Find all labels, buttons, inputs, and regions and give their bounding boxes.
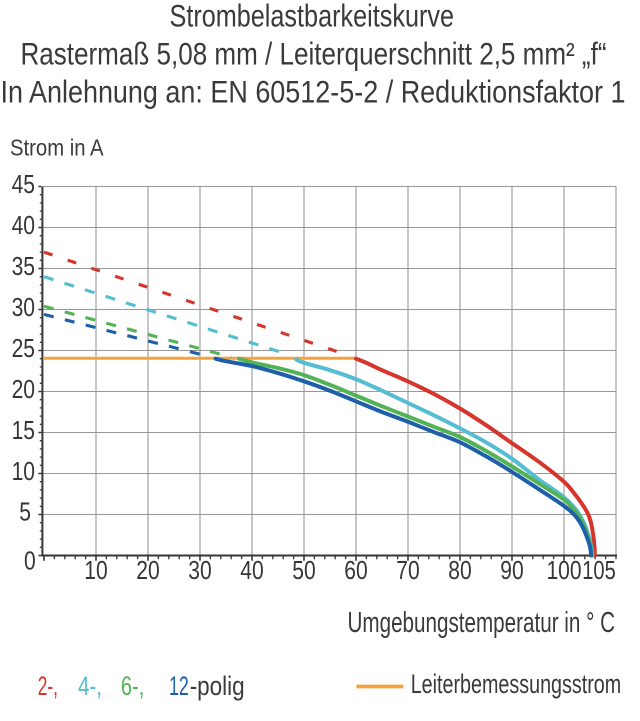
svg-text:90: 90 (500, 555, 523, 585)
svg-text:40: 40 (240, 555, 263, 585)
svg-text:10: 10 (12, 456, 35, 486)
svg-text:Strom in A: Strom in A (10, 135, 104, 161)
svg-text:30: 30 (188, 555, 211, 585)
svg-text:10: 10 (84, 555, 107, 585)
svg-text:25: 25 (12, 333, 35, 363)
svg-text:0: 0 (24, 546, 36, 576)
svg-text:40: 40 (12, 210, 35, 240)
svg-text:50: 50 (292, 555, 315, 585)
svg-text:In Anlehnung an: EN 60512-5-2: In Anlehnung an: EN 60512-5-2 / Reduktio… (1, 73, 626, 109)
svg-text:60: 60 (344, 555, 367, 585)
svg-text:80: 80 (448, 555, 471, 585)
svg-text:30: 30 (12, 292, 35, 322)
svg-text:35: 35 (12, 251, 35, 281)
svg-text:45: 45 (12, 169, 35, 199)
svg-text:70: 70 (396, 555, 419, 585)
svg-text:12: 12 (169, 671, 189, 701)
svg-text:Leiterbemessungsstrom: Leiterbemessungsstrom (411, 669, 622, 699)
svg-text:20: 20 (136, 555, 159, 585)
svg-text:15: 15 (12, 415, 35, 445)
svg-text:100: 100 (546, 555, 581, 585)
svg-text:Strombelastbarkeitskurve: Strombelastbarkeitskurve (170, 0, 455, 34)
svg-text:5: 5 (19, 497, 31, 527)
svg-text:2-,: 2-, (38, 671, 58, 701)
svg-text:20: 20 (12, 374, 35, 404)
svg-text:Rastermaß 5,08 mm / Leiterquer: Rastermaß 5,08 mm / Leiterquerschnitt 2,… (21, 36, 607, 72)
svg-text:105: 105 (582, 555, 616, 585)
svg-text:6-,: 6-, (121, 671, 144, 701)
svg-text:Umgebungstemperatur in ° C: Umgebungstemperatur in ° C (348, 607, 616, 639)
svg-text:4-,: 4-, (78, 671, 102, 701)
svg-text:-polig: -polig (190, 671, 245, 701)
